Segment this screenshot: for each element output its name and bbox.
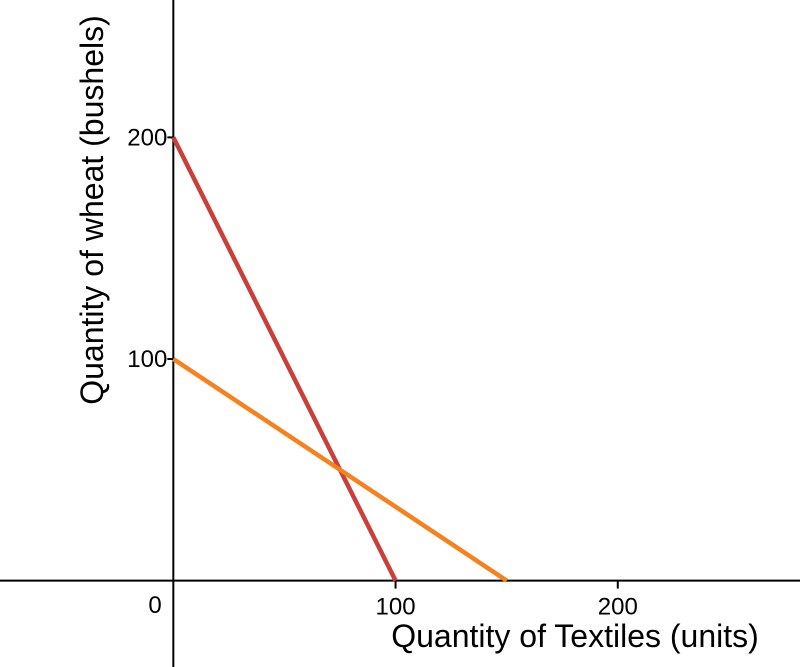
x-axis-title: Quantity of Textiles (units) — [391, 618, 759, 654]
x-tick-label: 200 — [598, 594, 638, 621]
series-line-1 — [171, 136, 398, 582]
labels-layer: 0 Quantity of Textiles (units) Quantity … — [74, 15, 759, 654]
series-layer — [171, 136, 508, 583]
y-axis-title: Quantity of wheat (bushels) — [74, 15, 110, 405]
x-tick-label: 100 — [376, 594, 416, 621]
y-tick-label: 100 — [127, 346, 167, 373]
origin-label: 0 — [148, 592, 161, 619]
y-tick-label: 200 — [127, 124, 167, 151]
series-line-2 — [172, 357, 508, 583]
